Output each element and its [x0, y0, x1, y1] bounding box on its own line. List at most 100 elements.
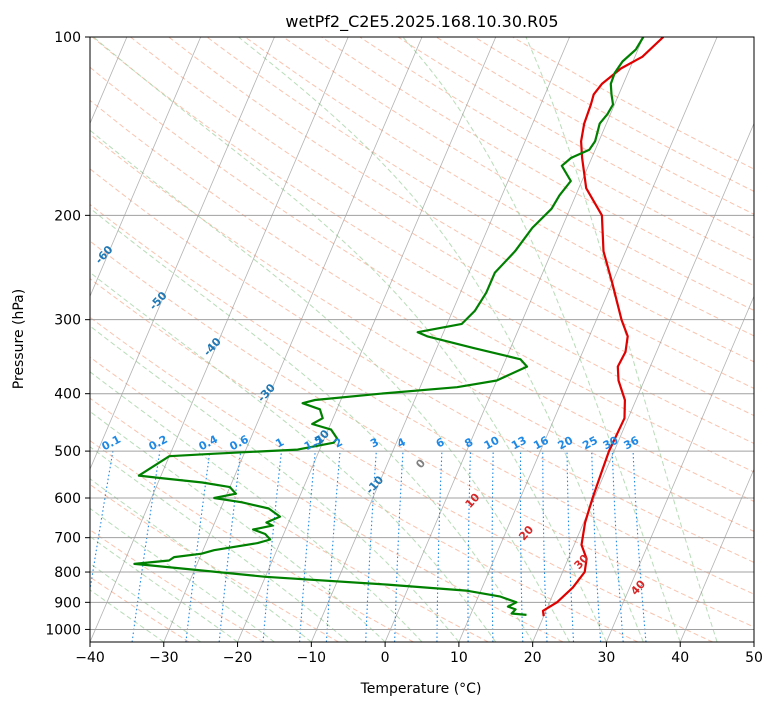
mixing-ratio-label: 0.2	[147, 433, 170, 454]
x-tick-label: 20	[524, 650, 542, 666]
temperature-profile-line	[541, 37, 665, 617]
isotherm-line	[532, 122, 754, 642]
moist-adiabat-label: 40	[628, 577, 648, 597]
mixing-ratio-label: 13	[509, 434, 529, 453]
moist-adiabat-label: 30	[572, 552, 592, 572]
isotherm-line	[384, 37, 644, 642]
x-tick-label: 50	[745, 650, 763, 666]
dry-adiabat-line	[359, 37, 754, 262]
y-tick-label: 900	[54, 595, 81, 611]
y-tick-label: 1000	[45, 622, 81, 638]
x-tick-label: −20	[223, 650, 253, 666]
isotherm-line	[90, 37, 202, 298]
y-tick-label: 500	[54, 444, 81, 460]
x-tick-label: 30	[598, 650, 616, 666]
mixing-ratio-label: 10	[482, 434, 502, 453]
dry-adiabat-label: -10	[363, 473, 386, 497]
dry-adiabat-line	[90, 168, 754, 563]
y-tick-label: 100	[54, 30, 81, 46]
dry-adiabat-line	[90, 316, 639, 642]
mixing-ratio-line	[436, 451, 443, 642]
mixing-ratio-label: 1	[273, 435, 286, 450]
moist-adiabat-line	[402, 37, 681, 642]
isotherm-line	[606, 295, 754, 642]
moist-adiabat-line	[90, 271, 497, 642]
dry-adiabat-line	[90, 576, 190, 642]
isotherm-line	[679, 468, 754, 642]
dry-adiabat-line	[168, 37, 754, 389]
mixing-ratio-line	[90, 451, 114, 594]
mixing-ratio-line	[262, 451, 283, 642]
y-tick-label: 200	[54, 208, 81, 224]
moist-adiabat-line	[90, 507, 275, 642]
dry-adiabat-line	[90, 397, 489, 642]
dry-adiabat-line	[90, 66, 754, 473]
dry-adiabat-label: -50	[147, 289, 170, 313]
mixing-ratio-label: 0.1	[100, 433, 123, 454]
isotherm-line	[458, 37, 718, 642]
mixing-ratio-label: 0.6	[227, 433, 251, 454]
dry-adiabat-line	[244, 37, 754, 337]
dry-adiabat-line	[206, 37, 754, 363]
x-tick-label: −40	[75, 650, 105, 666]
mixing-ratio-label: 8	[462, 435, 475, 450]
dry-adiabat-line	[91, 37, 754, 445]
mixing-ratio-label: 30	[601, 434, 621, 453]
x-tick-label: −30	[149, 650, 179, 666]
y-tick-label: 700	[54, 531, 81, 547]
y-tick-label: 300	[54, 313, 81, 329]
moist-adiabat-line	[90, 325, 460, 642]
mixing-ratio-line	[632, 451, 647, 642]
mixing-ratio-label: 20	[556, 434, 576, 453]
moist-adiabat-line	[90, 207, 534, 642]
moist-adiabat-line	[525, 37, 718, 642]
dry-adiabat-label: -40	[201, 335, 224, 359]
dry-adiabat-label: -80	[0, 151, 8, 175]
y-tick-label: 800	[54, 565, 81, 581]
x-tick-label: 0	[381, 650, 390, 666]
mixing-ratio-line	[491, 451, 494, 642]
mixing-ratio-line	[185, 451, 211, 642]
moist-adiabat-label: 20	[516, 523, 536, 543]
axes: −40 −30 −20 −10 0 10 20 30 40 50 100 200 300 400 500 60…	[45, 30, 763, 666]
mixing-ratio-label: 0.4	[197, 433, 221, 454]
plot-frame	[89, 36, 755, 643]
dry-adiabat-line	[512, 37, 754, 170]
dry-adiabat-line	[397, 37, 754, 239]
isotherm-line	[163, 37, 423, 642]
dry-adiabat-line	[90, 356, 564, 642]
plot-area: 0.10.20.40.611.52346810131620253036-100-…	[0, 37, 754, 642]
dewpoint-profile-line	[133, 37, 645, 616]
mixing-ratio-label: 25	[580, 434, 600, 453]
isotherm-line	[90, 37, 349, 642]
mixing-ratio-line	[566, 451, 575, 642]
mixing-ratio-label: 4	[395, 435, 408, 450]
isotherm-line	[237, 37, 497, 642]
dry-adiabat-line	[90, 240, 754, 628]
dry-adiabat-line	[130, 37, 754, 417]
isotherm-line	[753, 640, 754, 642]
chart-title: wetPf2_C2E5.2025.168.10.30.R05	[285, 12, 558, 32]
moist-adiabat-line	[90, 446, 349, 642]
dry-adiabat-line	[283, 37, 754, 312]
mixing-ratio-label: 36	[622, 434, 642, 453]
isotherm-line	[90, 37, 275, 471]
moist-adiabat-line	[90, 535, 238, 642]
x-axis-label: Temperature (°C)	[360, 681, 482, 697]
mixing-ratio-line	[611, 451, 624, 642]
moist-adiabat-line	[90, 129, 571, 642]
dry-adiabat-line	[90, 440, 414, 642]
x-tick-label: 40	[671, 650, 689, 666]
mixing-ratio-label: 16	[531, 434, 551, 453]
moist-adiabat-line	[90, 371, 423, 642]
moist-adiabat-label: 10	[463, 490, 483, 510]
mixing-ratio-line	[131, 451, 161, 642]
dry-adiabat-line	[90, 483, 339, 642]
moist-adiabat-line	[93, 37, 607, 642]
dry-adiabat-label: -60	[93, 243, 116, 267]
x-tick-label: −10	[297, 650, 327, 666]
x-tick-label: 10	[450, 650, 468, 666]
mixing-ratio-line	[299, 451, 316, 642]
y-axis-label: Pressure (hPa)	[11, 289, 27, 389]
